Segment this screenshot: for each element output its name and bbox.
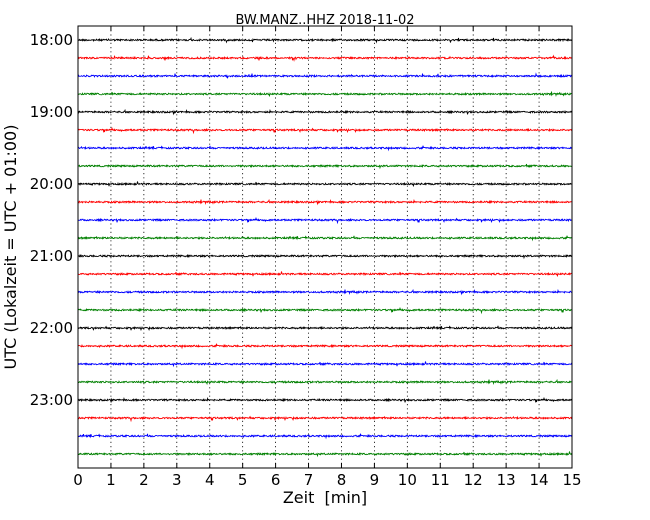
x-tick-label: 9 [370,471,380,489]
seismic-trace [77,451,573,458]
y-tick-label: 20:00 [30,175,73,193]
chart-title: BW.MANZ..HHZ 2018-11-02 [235,13,414,28]
x-axis-title: Zeit [min] [283,488,367,507]
x-tick-label: 12 [464,471,483,489]
y-tick-label: 21:00 [30,247,73,265]
seismic-trace [77,216,573,225]
x-tick-label: 2 [139,471,149,489]
x-tick-label: 15 [562,471,581,489]
seismic-trace [77,306,573,315]
seismic-trace [77,378,573,386]
seismic-trace [77,108,573,116]
x-tick-label: 6 [271,471,281,489]
seismic-trace [77,145,572,152]
seismic-trace [77,396,573,404]
plot-frame [77,25,573,469]
seismic-trace [77,415,572,423]
seismic-trace [77,54,573,62]
seismic-trace [77,163,573,170]
y-axis-title: UTC (Lokalzeit = UTC + 01:00) [1,125,20,370]
seismic-trace [77,361,573,368]
seismic-trace [77,288,573,296]
seismic-trace [77,433,573,440]
seismic-trace [77,253,573,260]
seismic-trace [77,343,573,350]
x-tick-label: 14 [530,471,549,489]
seismic-trace [77,72,573,79]
seismic-trace [77,36,573,44]
seismic-trace [77,235,573,242]
y-tick-label: 22:00 [30,319,73,337]
axis-ticks: 0 1 2 3 4 5 6 7 8 9 10 11 12 13 14 1518:0019:0020:0021:… [30,26,582,489]
x-tick-label: 11 [431,471,450,489]
x-tick-label: 4 [205,471,215,489]
seismic-traces [77,36,573,458]
seismic-trace [77,126,573,135]
seismic-trace [77,198,573,206]
x-tick-label: 7 [304,471,314,489]
x-tick-label: 3 [172,471,182,489]
x-tick-label: 10 [398,471,417,489]
seismic-trace [77,325,573,332]
y-tick-label: 19:00 [30,103,73,121]
x-tick-label: 13 [497,471,516,489]
seismic-trace [77,271,573,278]
y-tick-label: 18:00 [30,31,73,49]
grid-lines [110,26,540,468]
x-tick-label: 5 [238,471,248,489]
seismic-trace [77,181,573,188]
x-tick-label: 8 [337,471,347,489]
y-tick-label: 23:00 [30,391,73,409]
x-tick-label: 0 [73,471,83,489]
x-tick-label: 1 [106,471,116,489]
seismic-trace [77,91,573,98]
